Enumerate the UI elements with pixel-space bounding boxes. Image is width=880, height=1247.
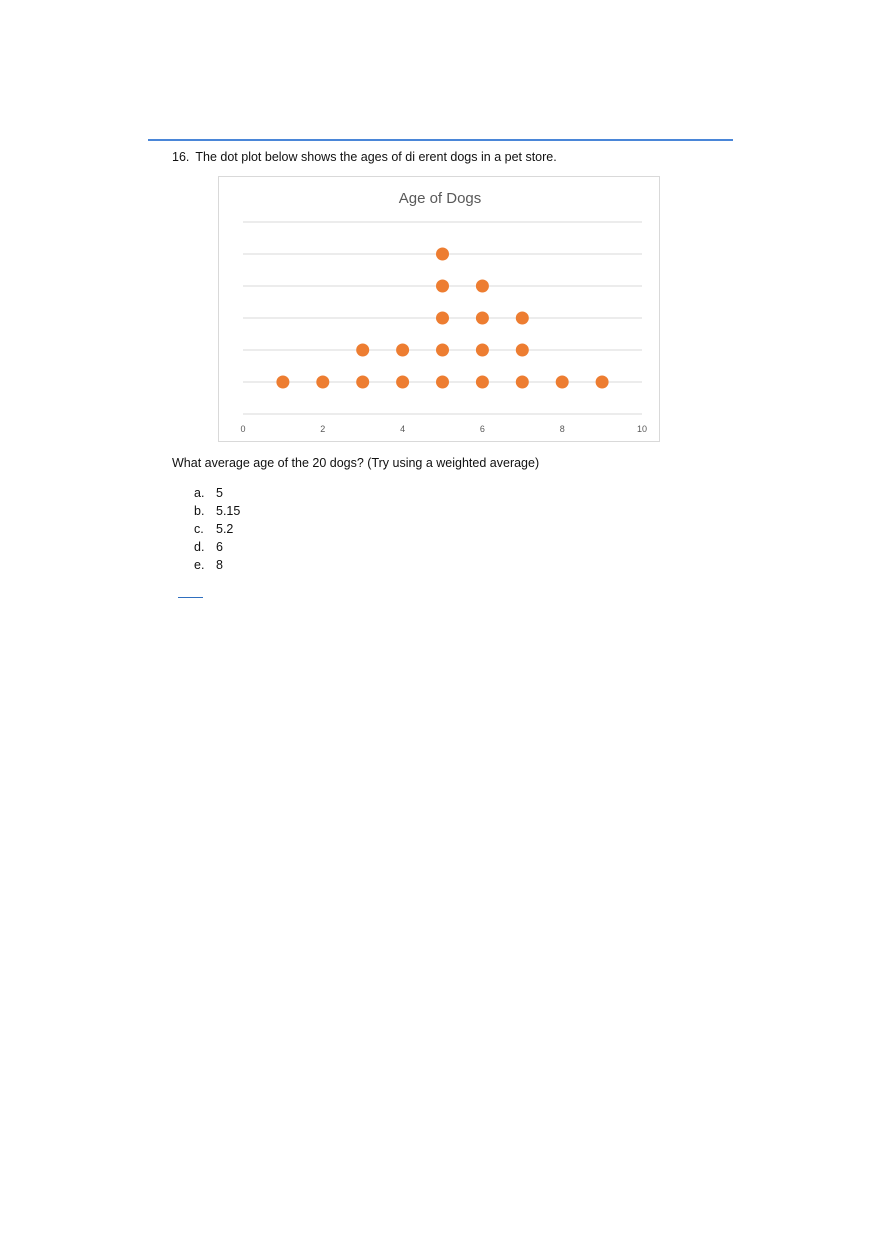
prompt-text: What average age of the 20 dogs? (Try us… <box>172 456 540 470</box>
data-dot <box>475 343 489 357</box>
data-dot <box>475 279 489 293</box>
question-text: The dot plot below shows the ages of di … <box>195 150 557 164</box>
data-dot <box>515 375 529 389</box>
data-dot <box>515 311 529 325</box>
data-dot <box>475 311 489 325</box>
data-dot <box>356 375 370 389</box>
data-dot <box>515 343 529 357</box>
question-line: 16. The dot plot below shows the ages of … <box>172 150 557 164</box>
choice-value: 5.15 <box>216 504 241 518</box>
choice-value: 5 <box>216 486 223 500</box>
answer-choice[interactable]: a. 5 <box>194 484 240 502</box>
answer-choice[interactable]: c. 5.2 <box>194 520 240 538</box>
data-dot <box>436 247 449 261</box>
bottom-divider <box>178 597 203 598</box>
data-dot <box>475 375 489 389</box>
x-axis-ticks: 0 2 4 6 8 10 <box>240 424 647 434</box>
choice-letter: e. <box>194 558 205 572</box>
data-dot <box>316 375 330 389</box>
x-tick-label: 8 <box>560 424 565 434</box>
answer-choice[interactable]: d. 6 <box>194 538 240 556</box>
data-dot <box>436 311 449 325</box>
answer-choices: a. 5 b. 5.15 c. 5.2 d. 6 e. 8 <box>194 484 240 574</box>
choice-letter: b. <box>194 504 205 518</box>
chart-title: Age of Dogs <box>399 190 482 207</box>
data-dot <box>356 343 370 357</box>
top-divider <box>148 139 733 141</box>
choice-letter: a. <box>194 486 205 500</box>
data-dot <box>436 343 449 357</box>
data-dot <box>276 375 290 389</box>
choice-value: 5.2 <box>216 522 234 536</box>
data-dot <box>396 375 410 389</box>
data-dot <box>555 375 569 389</box>
x-tick-label: 0 <box>240 424 245 434</box>
choice-value: 6 <box>216 540 223 554</box>
data-dots <box>276 247 609 389</box>
data-dot <box>595 375 609 389</box>
answer-choice[interactable]: e. 8 <box>194 556 240 574</box>
answer-choice[interactable]: b. 5.15 <box>194 502 240 520</box>
choice-value: 8 <box>216 558 223 572</box>
chart-canvas: Age of Dogs 0 2 4 6 8 10 <box>240 190 647 434</box>
data-dot <box>436 279 449 293</box>
data-dot <box>396 343 410 357</box>
x-tick-label: 10 <box>637 424 647 434</box>
question-number: 16. <box>172 150 190 164</box>
choice-letter: d. <box>194 540 205 554</box>
data-dot <box>436 375 449 389</box>
choice-letter: c. <box>194 522 204 536</box>
x-tick-label: 4 <box>400 424 405 434</box>
dot-plot-chart: Age of Dogs 0 2 4 6 8 10 <box>218 176 660 442</box>
x-tick-label: 2 <box>320 424 325 434</box>
x-tick-label: 6 <box>480 424 485 434</box>
